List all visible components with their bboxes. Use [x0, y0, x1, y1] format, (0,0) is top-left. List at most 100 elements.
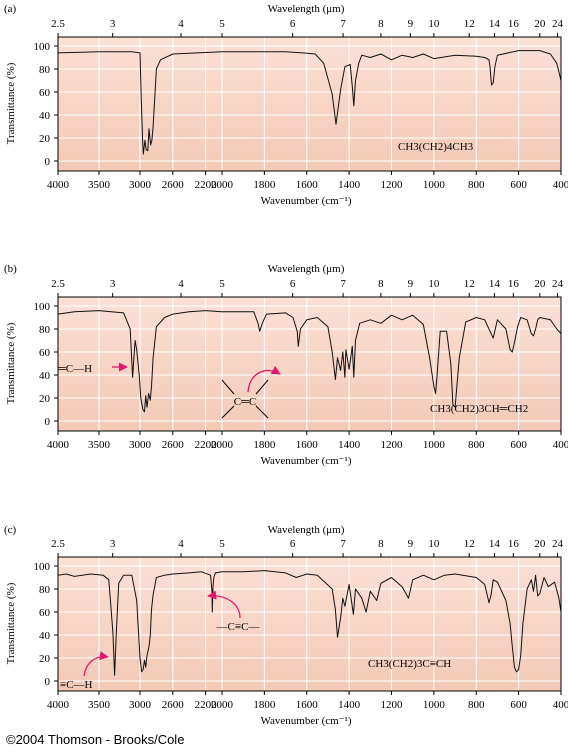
- y-tick-label: 0: [45, 416, 51, 428]
- wavelength-tick-label: 6: [290, 278, 296, 290]
- wavelength-tick-label: 8: [378, 278, 384, 290]
- spectrum-trace: [57, 570, 562, 676]
- y-tick-label: 40: [39, 110, 51, 122]
- annotation-label: ═C—H: [57, 363, 92, 375]
- x-tick-label: 400: [553, 439, 568, 451]
- y-tick-label: 20: [39, 653, 51, 665]
- spectrum-panel-a: (a) Wavelength (μm) 2.5 3 4 5 6 7 8 9 10 12 14 16 20…: [4, 3, 568, 207]
- annotation-alkyne-ch: ≡C—H: [60, 651, 109, 691]
- x-tick-label: 3000: [129, 179, 152, 191]
- y-axis-ticks: 0 20 40 60 80 100: [34, 301, 58, 428]
- wavelength-tick-label: 3: [110, 18, 116, 30]
- wavelength-tick-label: 2.5: [51, 278, 65, 290]
- wavelength-tick-label: 20: [534, 18, 546, 30]
- copyright-notice: ©2004 Thomson - Brooks/Cole: [6, 732, 185, 747]
- x-tick-label: 2200: [195, 439, 218, 451]
- wavelength-tick-label: 14: [489, 278, 501, 290]
- wavelength-tick-label: 7: [340, 538, 346, 550]
- compound-formula: CH3(CH2)3CH═CH2: [430, 403, 528, 415]
- arrow: [247, 365, 281, 393]
- y-axis-label: Transmittance (%): [5, 322, 17, 404]
- y-tick-label: 100: [34, 301, 51, 313]
- x-tick-label: 1600: [296, 179, 319, 191]
- wavelength-tick-label: 3: [110, 538, 116, 550]
- wavelength-tick-label: 24: [552, 538, 564, 550]
- x-tick-label: 2000: [211, 179, 234, 191]
- spectrum-panel-c: (c) Wavelength (μm) 2.5 3 4 5 6 7 8 9 10 12 14 16 20…: [4, 524, 568, 727]
- y-axis-label: Transmittance (%): [5, 62, 17, 144]
- plot-frame: [57, 296, 562, 432]
- wavelength-tick-label: 9: [408, 538, 414, 550]
- x-tick-label: 4000: [47, 699, 70, 711]
- wavelength-tick-label: 12: [464, 538, 475, 550]
- x-tick-label: 1800: [253, 699, 276, 711]
- wavelength-tick-label: 6: [290, 538, 296, 550]
- y-tick-label: 100: [34, 41, 51, 53]
- panel-label: (c): [4, 524, 17, 536]
- wavelength-tick-label: 9: [408, 278, 414, 290]
- annotation-alkene-cc: C═C: [221, 365, 281, 419]
- wavelength-tick-label: 16: [508, 538, 520, 550]
- y-tick-label: 80: [39, 584, 51, 596]
- bond-line: [221, 405, 235, 419]
- wavelength-ticks: 2.5 3 4 5 6 7 8 9 10 12 14 16 20 24: [51, 18, 563, 37]
- wavelength-ticks: 2.5 3 4 5 6 7 8 9 10 12 14 16 20 24: [51, 538, 563, 557]
- y-tick-label: 80: [39, 64, 51, 76]
- y-tick-label: 20: [39, 133, 51, 145]
- wavelength-tick-label: 10: [428, 278, 440, 290]
- x-axis-label: Wavenumber (cm⁻¹): [261, 455, 352, 467]
- y-tick-label: 20: [39, 393, 51, 405]
- x-tick-label: 1400: [338, 699, 361, 711]
- x-tick-label: 2000: [211, 699, 234, 711]
- x-tick-label: 400: [553, 179, 568, 191]
- wavelength-tick-label: 5: [219, 278, 225, 290]
- x-tick-label: 3500: [88, 699, 111, 711]
- wavelength-tick-label: 7: [340, 18, 346, 30]
- x-tick-label: 1000: [423, 439, 446, 451]
- x-tick-label: 2600: [162, 439, 185, 451]
- x-tick-label: 1800: [253, 439, 276, 451]
- x-tick-label: 3500: [88, 439, 111, 451]
- wavelength-tick-label: 6: [290, 18, 296, 30]
- plot-area: [58, 37, 561, 171]
- annotation-alkyne-cc: —C≡C—: [207, 590, 261, 633]
- y-tick-label: 0: [45, 156, 51, 168]
- annotation-label: —C≡C—: [216, 621, 261, 633]
- x-tick-label: 2200: [195, 179, 218, 191]
- x-tick-label: 1400: [338, 439, 361, 451]
- x-tick-label: 800: [468, 179, 485, 191]
- x-tick-label: 3000: [129, 439, 152, 451]
- x-tick-label: 1200: [381, 699, 404, 711]
- x-tick-label: 2000: [211, 439, 234, 451]
- x-tick-label: 600: [510, 699, 527, 711]
- wavelength-tick-label: 24: [552, 278, 564, 290]
- arrow: [83, 651, 109, 677]
- annotation-label: C═C: [234, 396, 256, 408]
- x-tick-label: 2600: [162, 699, 185, 711]
- wavelength-tick-label: 7: [340, 278, 346, 290]
- spectrum-trace: [57, 310, 562, 413]
- x-axis-label: Wavenumber (cm⁻¹): [261, 715, 352, 727]
- bond-line: [221, 379, 235, 395]
- x-tick-label: 2200: [195, 699, 218, 711]
- wavelength-tick-label: 5: [219, 18, 225, 30]
- wavelength-tick-label: 4: [178, 278, 184, 290]
- wavelength-tick-label: 14: [489, 538, 501, 550]
- wavelength-tick-label: 3: [110, 278, 116, 290]
- wavelength-tick-label: 9: [408, 18, 414, 30]
- wavelength-tick-label: 8: [378, 18, 384, 30]
- plot-area: [58, 557, 561, 691]
- annotation-label: ≡C—H: [60, 679, 93, 691]
- wavelength-tick-label: 20: [534, 538, 546, 550]
- panel-label: (b): [4, 263, 17, 275]
- wavelength-tick-label: 2.5: [51, 18, 65, 30]
- grid-lines: [57, 37, 562, 171]
- wavelength-tick-label: 4: [178, 18, 184, 30]
- wavelength-axis-title: Wavelength (μm): [268, 524, 345, 536]
- wavelength-axis-title: Wavelength (μm): [268, 3, 345, 15]
- x-tick-label: 1600: [296, 439, 319, 451]
- wavelength-ticks: 2.5 3 4 5 6 7 8 9 10 12 14 16 20 24: [51, 278, 563, 297]
